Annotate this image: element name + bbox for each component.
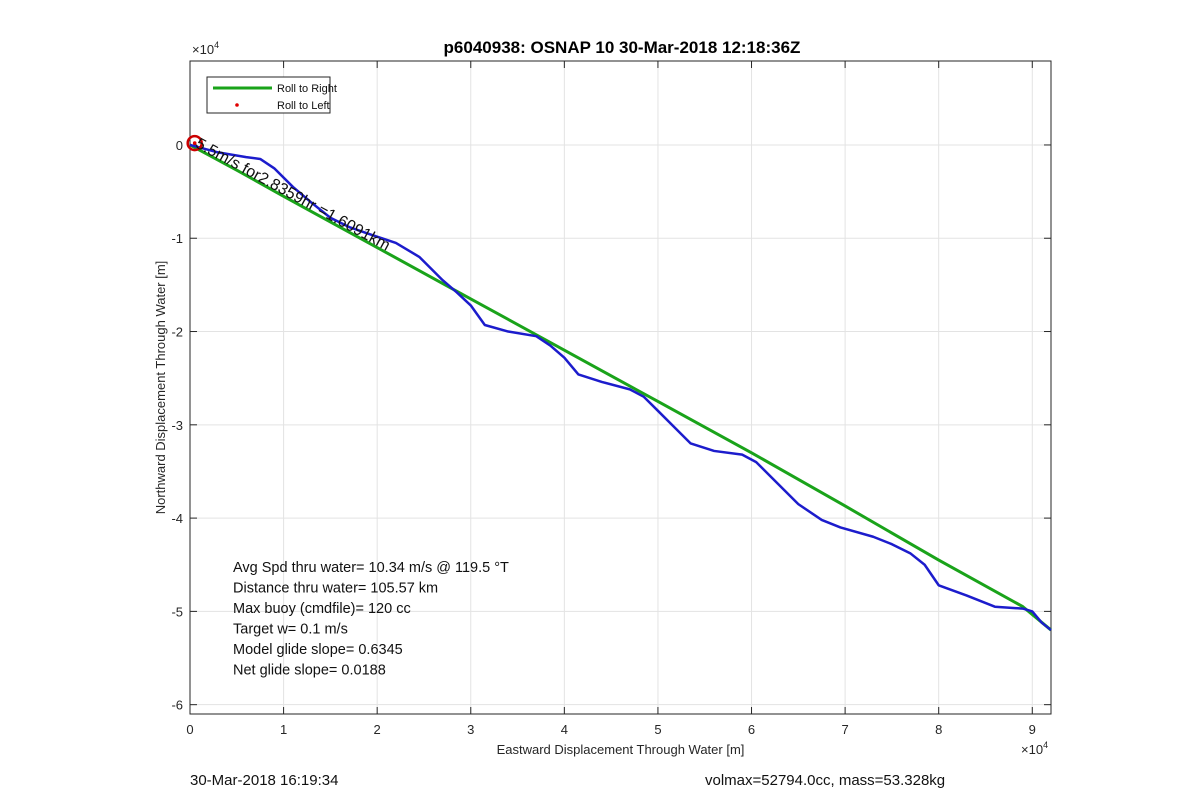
x-tick-label: 1 [280,722,287,737]
y-tick-label: -3 [171,418,183,433]
annotation-line: Net glide slope= 0.0188 [233,663,386,679]
x-tick-label: 3 [467,722,474,737]
legend-label: Roll to Left [277,100,330,112]
series-track [189,143,1052,632]
series-roll-to-right [189,143,1052,632]
x-tick-label: 4 [561,722,568,737]
y-exponent-label: ×104 [192,40,219,57]
grid [189,61,1051,714]
x-tick-label: 8 [935,722,942,737]
legend: Roll to Right Roll to Left [206,76,337,114]
series-layer [186,134,1052,632]
axes-box [189,60,1052,715]
x-axis-label: Eastward Displacement Through Water [m] [497,742,745,757]
y-tick-label: 0 [176,138,183,153]
legend-box [206,76,331,114]
x-tick-label: 9 [1029,722,1036,737]
annotation-line: Model glide slope= 0.6345 [233,642,403,658]
footer-vehicle-params: volmax=52794.0cc, mass=53.328kg [705,772,946,789]
x-tick-label: 0 [186,722,193,737]
y-exponent-power: 4 [214,40,219,50]
legend-label: Roll to Right [277,83,337,95]
footer-timestamp: 30-Mar-2018 16:19:34 [190,772,339,789]
annotation-line: Max buoy (cmdfile)= 120 cc [233,601,411,617]
y-tick-label: -2 [171,325,183,340]
annotation-line: Avg Spd thru water= 10.34 m/s @ 119.5 °T [233,560,509,576]
y-tick-label: -4 [171,511,183,526]
annotation-line: Distance thru water= 105.57 km [233,581,438,597]
roll-to-left-point [192,141,197,145]
x-exponent-label: ×104 [1021,740,1048,757]
axes: 0 1 2 3 4 5 6 7 8 9 0 -1 -2 -3 -4 -5 -6 ×104 ×104 Eastward … [153,40,1052,757]
y-tick-label: -1 [171,231,183,246]
x-tick-label: 2 [374,722,381,737]
y-axis-label: Northward Displacement Through Water [m] [153,261,168,515]
x-tick-label: 7 [841,722,848,737]
y-tick-label: -6 [171,698,183,713]
y-tick-label: -5 [171,604,183,619]
x-tick-label: 5 [654,722,661,737]
annotation-line: Target w= 0.1 m/s [233,622,348,638]
start-marker [186,134,203,152]
legend-swatch-dot [235,103,239,107]
chart-title: p6040938: OSNAP 10 30-Mar-2018 12:18:36Z [444,38,801,57]
x-tick-label: 6 [748,722,755,737]
x-exponent-power: 4 [1043,740,1048,750]
